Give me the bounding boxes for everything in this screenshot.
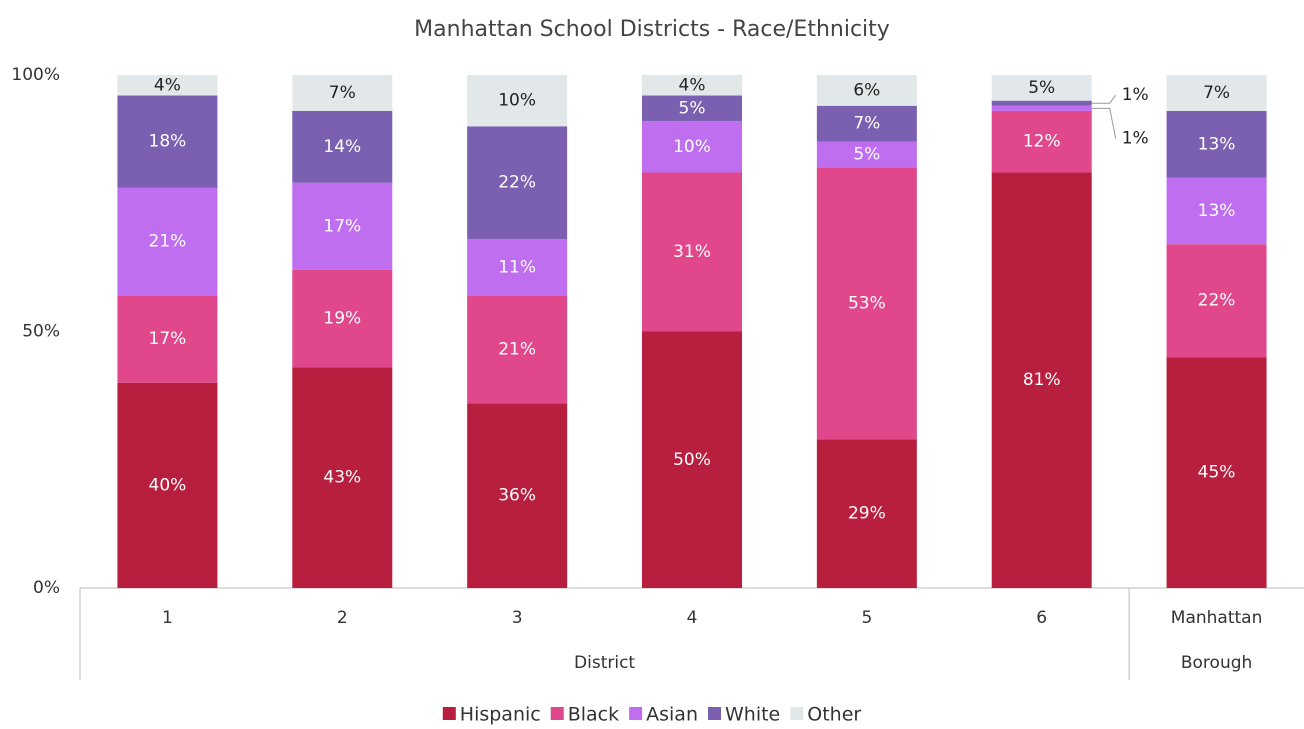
data-label: 6% xyxy=(853,80,880,100)
data-label: 50% xyxy=(673,450,711,470)
y-tick-label: 100% xyxy=(11,65,60,85)
data-label: 7% xyxy=(1203,83,1230,103)
legend-label: Asian xyxy=(646,704,698,726)
bar-segment xyxy=(292,182,393,270)
legend-swatch xyxy=(708,707,722,720)
data-label: 21% xyxy=(498,339,536,359)
data-label: 36% xyxy=(498,486,536,506)
data-label: 81% xyxy=(1023,370,1061,390)
legend-label: Other xyxy=(807,704,861,726)
legend-label: Black xyxy=(568,704,619,726)
bar-segment xyxy=(816,141,917,168)
data-label: 10% xyxy=(673,137,711,157)
group-label: District xyxy=(574,653,635,673)
data-label: 17% xyxy=(149,329,187,349)
bar-segment xyxy=(292,367,393,588)
data-label: 31% xyxy=(673,242,711,262)
bar-segment xyxy=(642,75,742,96)
bar-segment xyxy=(467,295,568,404)
bar-segment xyxy=(467,75,568,127)
bar-segment xyxy=(467,126,568,240)
bar-segment xyxy=(467,239,568,296)
data-label: 10% xyxy=(498,91,536,111)
chart-title: Manhattan School Districts - Race/Ethnic… xyxy=(414,17,890,42)
bar-segment xyxy=(1166,75,1267,111)
data-label: 4% xyxy=(679,75,706,95)
legend-swatch xyxy=(550,707,564,720)
data-label: 13% xyxy=(1198,201,1236,221)
group-label: Borough xyxy=(1181,653,1252,673)
data-label: 45% xyxy=(1198,463,1236,483)
bar-segment xyxy=(467,403,568,588)
bar-segment xyxy=(1166,357,1267,588)
data-label: 21% xyxy=(149,232,187,252)
bar-segment xyxy=(816,105,917,142)
bar-segment xyxy=(991,110,1092,173)
bar-segment xyxy=(991,105,1092,111)
data-label: 4% xyxy=(154,75,181,95)
bar-segment xyxy=(991,100,1092,106)
data-label: 11% xyxy=(498,257,536,277)
legend-label: Hispanic xyxy=(460,704,541,726)
x-tick-label: 6 xyxy=(1036,608,1047,628)
bar-segment xyxy=(642,95,742,122)
bar-segment xyxy=(292,75,393,111)
bar-segment xyxy=(642,331,742,588)
x-tick-label: 4 xyxy=(687,608,698,628)
data-label: 5% xyxy=(1028,78,1055,98)
x-tick-label: Manhattan xyxy=(1171,608,1263,628)
data-label: 43% xyxy=(323,468,361,488)
x-tick-label: 2 xyxy=(337,608,348,628)
data-label: 5% xyxy=(679,98,706,118)
data-label: 13% xyxy=(1198,134,1236,154)
legend-swatch xyxy=(790,707,804,720)
bar-segment xyxy=(292,110,393,183)
data-label: 22% xyxy=(1198,291,1236,311)
x-tick-label: 1 xyxy=(162,608,173,628)
bar-segment xyxy=(117,75,218,96)
bar-segment xyxy=(117,187,218,296)
data-label: 14% xyxy=(323,137,361,157)
x-tick-label: 3 xyxy=(512,608,523,628)
bar-segment xyxy=(117,382,218,588)
bar-segment xyxy=(991,75,1092,101)
data-label: 22% xyxy=(498,173,536,193)
data-label: 19% xyxy=(323,309,361,329)
bar-segment xyxy=(1166,244,1267,358)
legend-label: White xyxy=(725,704,780,726)
data-label: 17% xyxy=(323,216,361,236)
bar-segment xyxy=(1166,177,1267,245)
data-label: 5% xyxy=(853,145,880,165)
bar-segment xyxy=(292,269,393,368)
data-label: 29% xyxy=(848,504,886,524)
bar-segment xyxy=(1166,110,1267,178)
y-tick-label: 0% xyxy=(33,578,60,598)
bar-segment xyxy=(991,172,1092,588)
bar-segment xyxy=(117,95,218,188)
data-label: 40% xyxy=(149,475,187,495)
data-label: 1% xyxy=(1122,85,1149,105)
legend-swatch xyxy=(629,707,643,720)
data-label: 18% xyxy=(149,132,187,152)
bar-segment xyxy=(117,295,218,383)
data-label: 12% xyxy=(1023,132,1061,152)
bar-segment xyxy=(642,172,742,332)
data-label: 1% xyxy=(1122,128,1149,148)
bar-segment xyxy=(816,439,917,588)
legend-swatch xyxy=(442,707,456,720)
bar-segment xyxy=(642,121,742,173)
leader-line xyxy=(1091,94,1117,104)
leader-line xyxy=(1091,107,1117,139)
bar-segment xyxy=(816,167,917,440)
x-tick-label: 5 xyxy=(861,608,872,628)
bar-segment xyxy=(816,75,917,106)
y-tick-label: 50% xyxy=(22,322,60,342)
data-label: 7% xyxy=(853,114,880,134)
data-label: 53% xyxy=(848,293,886,313)
data-label: 7% xyxy=(329,83,356,103)
